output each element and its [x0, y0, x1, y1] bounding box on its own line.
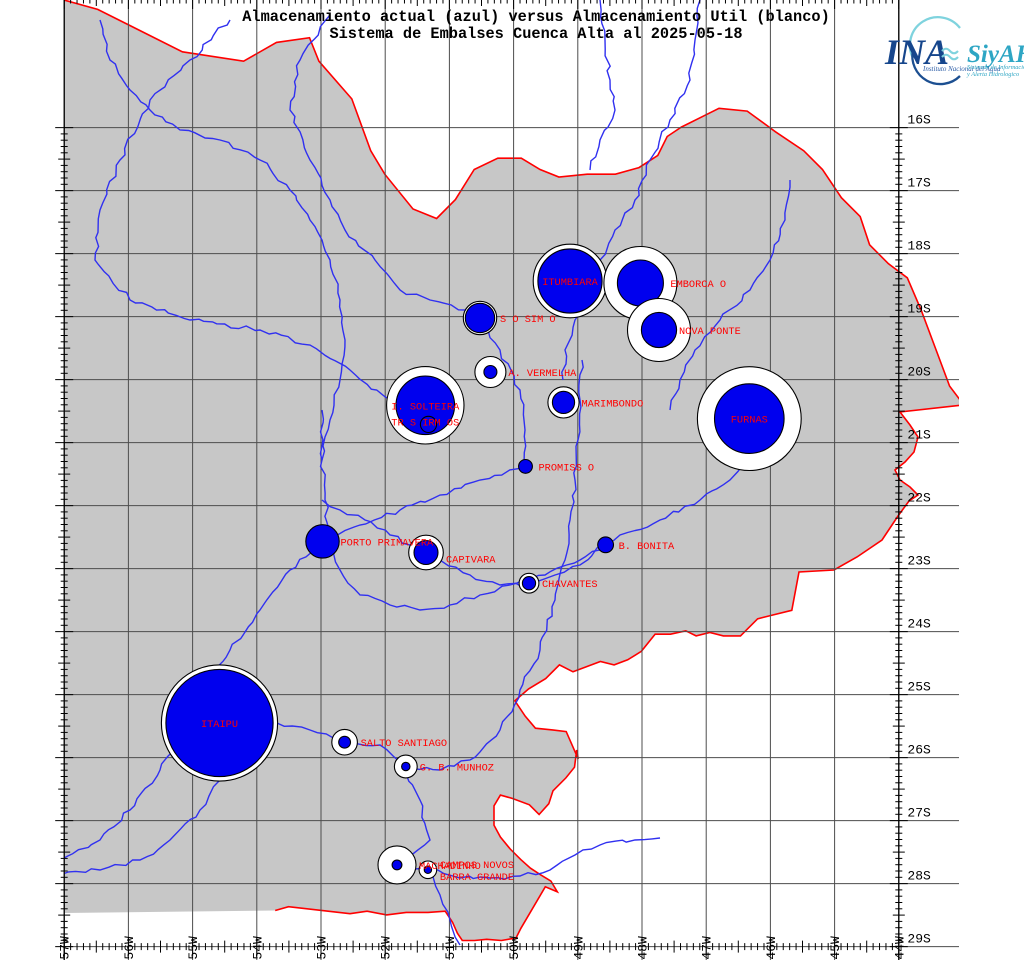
svg-text:23S: 23S [907, 554, 931, 569]
svg-text:A. VERMELHA: A. VERMELHA [508, 368, 577, 380]
svg-text:FURNAS: FURNAS [731, 415, 768, 427]
svg-text:TR S IRM OS: TR S IRM OS [391, 417, 459, 429]
svg-text:CHAVANTES: CHAVANTES [542, 579, 598, 591]
svg-text:20S: 20S [907, 365, 931, 380]
svg-text:ITAIPU: ITAIPU [201, 719, 238, 731]
svg-text:S O SIM O: S O SIM O [500, 314, 556, 326]
svg-text:G. B. MUNHOZ: G. B. MUNHOZ [420, 763, 494, 775]
svg-text:I. SOLTEIRA: I. SOLTEIRA [391, 401, 460, 413]
svg-text:26S: 26S [907, 743, 931, 758]
svg-text:29S: 29S [907, 932, 931, 947]
svg-text:16S: 16S [907, 113, 931, 128]
svg-text:ITUMBIARA: ITUMBIARA [542, 277, 598, 289]
svg-text:28S: 28S [907, 869, 931, 884]
svg-text:25S: 25S [907, 680, 931, 695]
svg-text:SALTO SANTIAGO: SALTO SANTIAGO [361, 738, 448, 750]
svg-text:27S: 27S [907, 806, 931, 821]
svg-text:44W: 44W [892, 936, 907, 960]
svg-text:BARRA GRANDE: BARRA GRANDE [440, 872, 514, 884]
svg-text:y Alerta Hidrologico: y Alerta Hidrologico [966, 71, 1019, 78]
svg-text:24S: 24S [907, 617, 931, 632]
svg-text:18S: 18S [907, 239, 931, 254]
svg-text:NOVA PONTE: NOVA PONTE [679, 326, 741, 338]
svg-text:19S: 19S [907, 302, 931, 317]
svg-text:CAMPOS NOVOS: CAMPOS NOVOS [440, 860, 514, 872]
svg-text:MARIMBONDO: MARIMBONDO [582, 398, 644, 410]
svg-text:B. BONITA: B. BONITA [619, 541, 675, 553]
svg-text:22S: 22S [907, 491, 931, 506]
svg-text:Sistemas de Informacion: Sistemas de Informacion [967, 64, 1024, 71]
svg-text:Almacenamiento actual (azul) v: Almacenamiento actual (azul) versus Alma… [242, 8, 830, 26]
svg-text:PORTO PRIMAVERA: PORTO PRIMAVERA [341, 537, 435, 549]
svg-text:CAPIVARA: CAPIVARA [446, 555, 496, 567]
svg-text:EMBORCA O: EMBORCA O [670, 279, 726, 291]
svg-text:17S: 17S [907, 176, 931, 191]
svg-text:21S: 21S [907, 428, 931, 443]
svg-text:PROMISS O: PROMISS O [539, 462, 595, 474]
svg-text:Sistema de Embalses Cuenca Alt: Sistema de Embalses Cuenca Alta al 2025-… [329, 25, 742, 43]
